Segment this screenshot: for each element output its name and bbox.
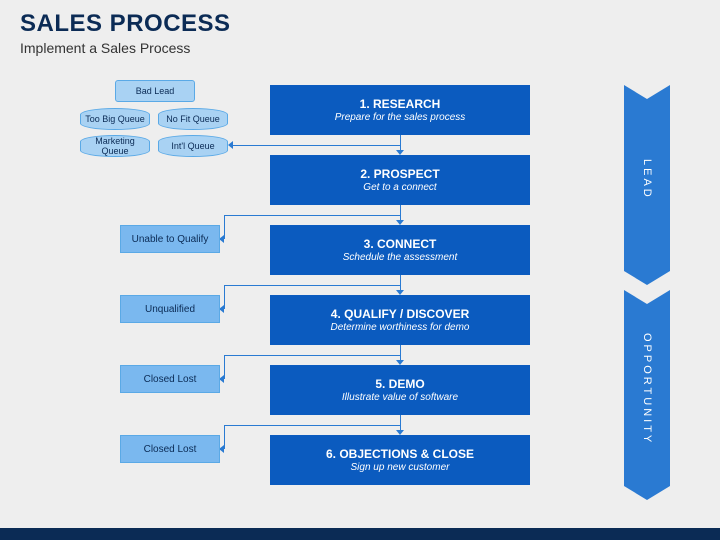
phase-label: LEAD — [624, 85, 670, 285]
stage-box-5: 5. DEMOIllustrate value of software — [270, 365, 530, 415]
stage-title: 6. OBJECTIONS & CLOSE — [326, 447, 474, 461]
stage-connector — [400, 345, 401, 361]
exit-connector — [224, 285, 225, 309]
bad-lead-box: Bad Lead — [115, 80, 195, 102]
phase-chevron-opportunity: OPPORTUNITY — [624, 290, 670, 500]
stage-box-4: 4. QUALIFY / DISCOVERDetermine worthines… — [270, 295, 530, 345]
phase-label: OPPORTUNITY — [624, 290, 670, 500]
footer-bar — [0, 528, 720, 540]
stage-title: 1. RESEARCH — [360, 97, 441, 111]
stage-subtitle: Get to a connect — [363, 182, 436, 193]
stage-box-6: 6. OBJECTIONS & CLOSESign up new custome… — [270, 435, 530, 485]
exit-box: Unable to Qualify — [120, 225, 220, 253]
stage-subtitle: Prepare for the sales process — [335, 112, 466, 123]
diagram-canvas: 1. RESEARCHPrepare for the sales process… — [0, 0, 720, 540]
stage-connector — [400, 135, 401, 151]
queue-cylinder: No Fit Queue — [158, 108, 228, 130]
stage-connector — [400, 275, 401, 291]
queue-cylinder: Int'l Queue — [158, 135, 228, 157]
lead-connector — [232, 145, 400, 146]
queue-cylinder: Marketing Queue — [80, 135, 150, 157]
stage-subtitle: Determine worthiness for demo — [331, 322, 470, 333]
stage-subtitle: Schedule the assessment — [343, 252, 458, 263]
exit-connector — [224, 425, 225, 449]
phase-chevron-lead: LEAD — [624, 85, 670, 285]
stage-box-3: 3. CONNECTSchedule the assessment — [270, 225, 530, 275]
exit-box: Closed Lost — [120, 365, 220, 393]
stage-subtitle: Illustrate value of software — [342, 392, 458, 403]
stage-box-1: 1. RESEARCHPrepare for the sales process — [270, 85, 530, 135]
exit-connector — [224, 425, 400, 426]
exit-connector — [224, 355, 225, 379]
stage-title: 3. CONNECT — [364, 237, 437, 251]
exit-connector — [224, 215, 400, 216]
queue-cylinder: Too Big Queue — [80, 108, 150, 130]
exit-connector — [224, 215, 225, 239]
stage-connector — [400, 205, 401, 221]
arrow-left-icon — [228, 141, 233, 149]
stage-title: 5. DEMO — [375, 377, 424, 391]
exit-box: Unqualified — [120, 295, 220, 323]
exit-connector — [224, 355, 400, 356]
stage-subtitle: Sign up new customer — [351, 462, 450, 473]
stage-connector — [400, 415, 401, 431]
stage-title: 4. QUALIFY / DISCOVER — [331, 307, 469, 321]
stage-title: 2. PROSPECT — [360, 167, 439, 181]
stage-box-2: 2. PROSPECTGet to a connect — [270, 155, 530, 205]
exit-connector — [224, 285, 400, 286]
exit-box: Closed Lost — [120, 435, 220, 463]
